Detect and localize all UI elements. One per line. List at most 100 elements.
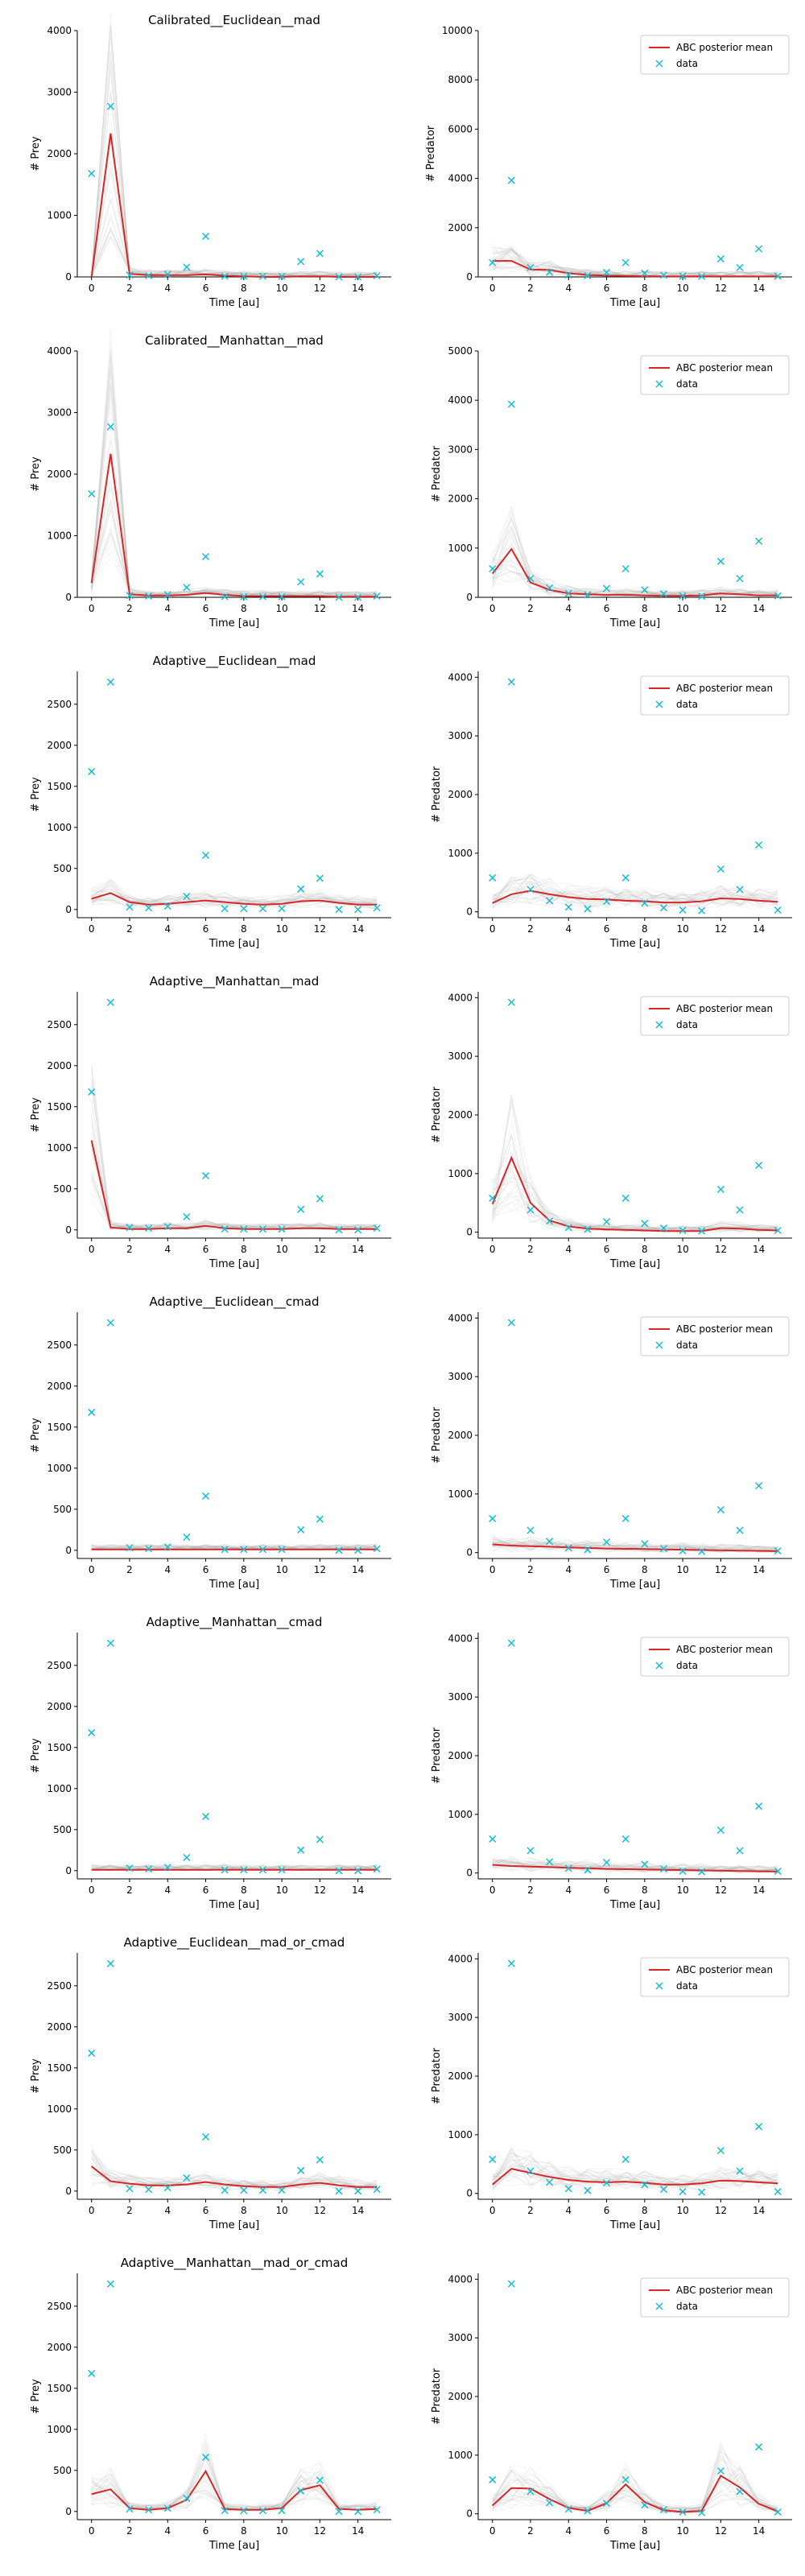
data-point xyxy=(641,586,649,594)
data-marker-stroke xyxy=(526,1206,535,1214)
y-axis-label: # Prey xyxy=(30,1097,42,1133)
sample-trajectory xyxy=(492,1180,778,1232)
data-point xyxy=(88,489,96,498)
subplot-9: 0 1000 2000 3000 4000 0 2 4 6 8 10 12 14 Time [au] # P… xyxy=(431,1312,792,1591)
y-tick-label: 0 xyxy=(65,1865,72,1876)
data-point xyxy=(489,1835,497,1843)
data-marker-stroke xyxy=(679,592,687,600)
x-tick-label: 8 xyxy=(642,1564,648,1575)
sample-trajectory xyxy=(91,1864,378,1872)
data-point xyxy=(202,1492,210,1501)
x-axis-label: Time [au] xyxy=(208,1899,259,1911)
data-point xyxy=(546,1217,554,1225)
data-point xyxy=(659,2186,667,2194)
data-marker-stroke xyxy=(526,263,535,271)
sample-trajectory xyxy=(91,1083,378,1230)
data-point xyxy=(736,886,744,894)
data-point xyxy=(489,564,497,573)
sample-trajectory xyxy=(91,382,378,598)
x-tick-label: 10 xyxy=(676,283,688,294)
legend-data-swatch xyxy=(655,1982,663,1990)
sample-trajectory xyxy=(492,1202,778,1233)
y-tick-label: 2000 xyxy=(47,1381,72,1392)
sample-trajectory xyxy=(91,27,378,278)
x-tick-label: 14 xyxy=(352,923,364,935)
data-point xyxy=(698,1547,706,1555)
legend-data-swatch xyxy=(655,1021,663,1029)
data-point xyxy=(145,2186,153,2194)
y-tick-label: 2000 xyxy=(448,789,473,800)
data-point xyxy=(354,273,362,281)
data-point xyxy=(297,578,305,586)
data-point xyxy=(698,1868,706,1876)
subplot-title: Calibrated__Manhattan__mad xyxy=(145,333,324,349)
data-point xyxy=(316,1835,324,1843)
data-point xyxy=(584,905,592,913)
data-point xyxy=(564,1224,572,1232)
data-point xyxy=(546,268,554,276)
sample-trajectory xyxy=(492,1095,778,1232)
data-point xyxy=(126,903,134,911)
data-point xyxy=(564,2185,572,2193)
sample-trajectory xyxy=(91,49,378,278)
data-point xyxy=(679,592,687,600)
y-tick-label: 0 xyxy=(65,2506,72,2517)
x-tick-label: 14 xyxy=(352,1564,364,1575)
data-point xyxy=(88,1088,96,1096)
sample-trajectory xyxy=(91,231,378,277)
sample-trajectory xyxy=(492,2467,778,2515)
sample-trajectory xyxy=(91,1544,378,1551)
sample-trajectory xyxy=(492,247,778,277)
y-tick-label: 2000 xyxy=(448,1750,473,1761)
data-marker-stroke xyxy=(716,557,724,565)
data-marker-stroke xyxy=(774,1546,782,1555)
sample-trajectory xyxy=(91,478,378,597)
y-tick-label: 3000 xyxy=(448,2332,473,2343)
data-point xyxy=(278,1225,286,1233)
data-point xyxy=(641,899,649,907)
x-tick-label: 12 xyxy=(314,1885,326,1896)
x-tick-label: 8 xyxy=(642,603,648,614)
legend-data-swatch xyxy=(655,1341,663,1349)
data-marker-stroke xyxy=(698,1868,706,1876)
sample-trajectory xyxy=(91,91,378,278)
x-tick-label: 14 xyxy=(753,2525,765,2537)
sample-trajectory xyxy=(91,1132,378,1230)
data-point xyxy=(278,2507,286,2515)
data-marker-stroke xyxy=(603,268,611,277)
sample-trajectory xyxy=(492,266,778,277)
x-tick-label: 14 xyxy=(753,603,765,614)
x-tick-label: 8 xyxy=(241,1564,247,1575)
sample-trajectory xyxy=(91,1202,378,1230)
data-point xyxy=(106,1959,114,1967)
sample-trajectory xyxy=(91,1148,378,1231)
x-tick-label: 10 xyxy=(676,1244,688,1255)
sample-trajectory xyxy=(492,552,778,598)
data-point xyxy=(221,1225,229,1233)
sample-trajectory xyxy=(91,1140,378,1231)
y-tick-label: 0 xyxy=(466,592,473,603)
sample-trajectory xyxy=(91,892,378,907)
data-marker-stroke xyxy=(659,2506,667,2514)
data-point xyxy=(221,2186,229,2194)
sample-trajectory xyxy=(91,2158,378,2191)
sample-trajectory xyxy=(91,200,378,278)
y-tick-label: 2000 xyxy=(47,2021,72,2033)
subplot-14: 0 500 1000 1500 2000 2500 0 2 4 6 8 10 12 14 Time [au]… xyxy=(30,2256,391,2552)
data-point xyxy=(297,1205,305,1213)
data-point xyxy=(546,2499,554,2507)
x-tick-label: 0 xyxy=(489,2525,496,2537)
data-marker-stroke xyxy=(698,1547,706,1555)
y-tick-label: 0 xyxy=(466,271,473,283)
data-point xyxy=(354,1226,362,1234)
data-marker-stroke xyxy=(335,273,343,281)
sample-trajectory xyxy=(492,251,778,278)
sample-trajectory xyxy=(492,2153,778,2191)
data-marker-stroke xyxy=(373,904,381,912)
data-point xyxy=(221,272,229,280)
y-tick-label: 3000 xyxy=(448,730,473,741)
sample-trajectory xyxy=(91,1864,378,1872)
data-point xyxy=(126,1224,134,1232)
x-tick-label: 12 xyxy=(715,2205,727,2216)
sample-trajectory xyxy=(91,358,378,598)
